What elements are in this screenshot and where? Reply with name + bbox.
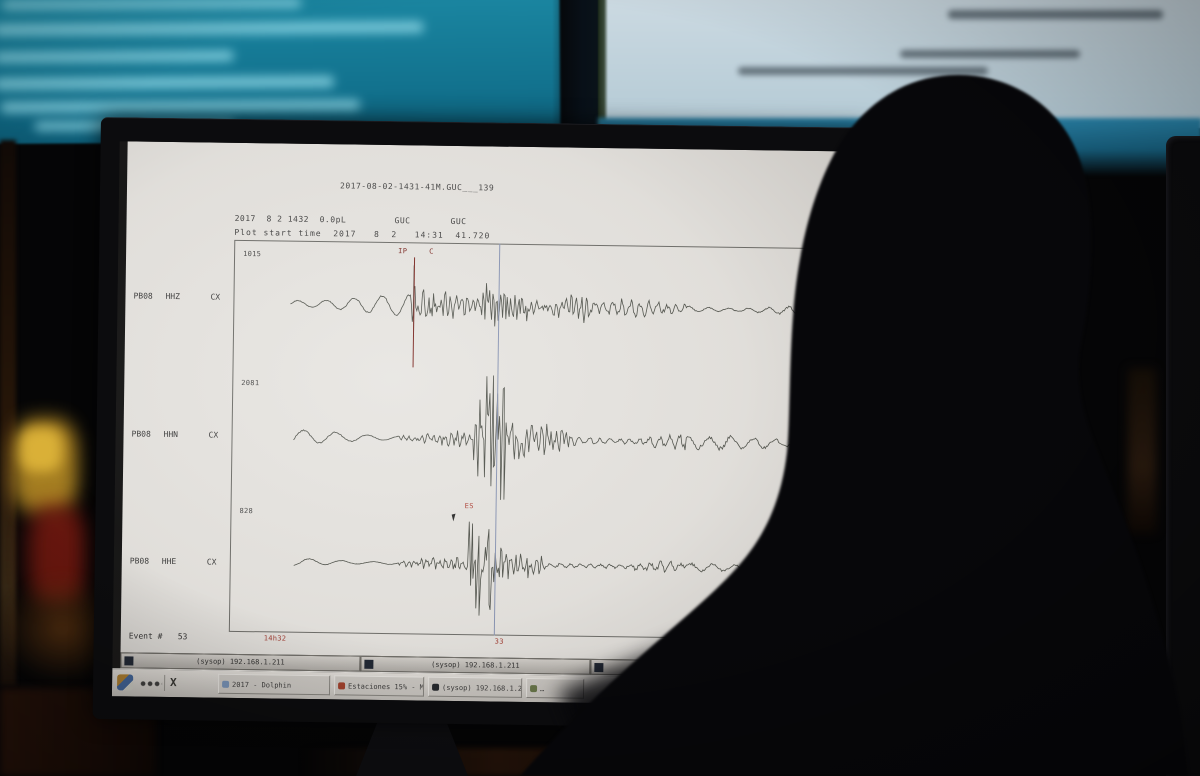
projection-text-line [900,50,1080,58]
seismic-analysis-window: 2017-08-02-1431-41M.GUC___139 2017 8 2 1… [120,141,845,663]
seismogram-trace-hhz [290,265,826,338]
desk-yellow-object-highlight [20,428,62,472]
door-frame-edge [0,140,16,685]
seismogram-traces-canvas [290,265,826,616]
projection-text-line [948,10,1163,19]
seismology-monitor: 2017-08-02-1431-41M.GUC___139 2017 8 2 1… [92,117,870,730]
seismogram-trace-hhn [293,375,823,500]
projection-text-line [738,67,988,75]
background-warm-streak [1128,368,1156,533]
monitor-screen: 2017-08-02-1431-41M.GUC___139 2017 8 2 1… [111,141,845,707]
seismogram-trace-hhe [293,521,821,616]
person-silhouette-path [520,74,1188,776]
monitor-edge-right [1166,136,1200,776]
